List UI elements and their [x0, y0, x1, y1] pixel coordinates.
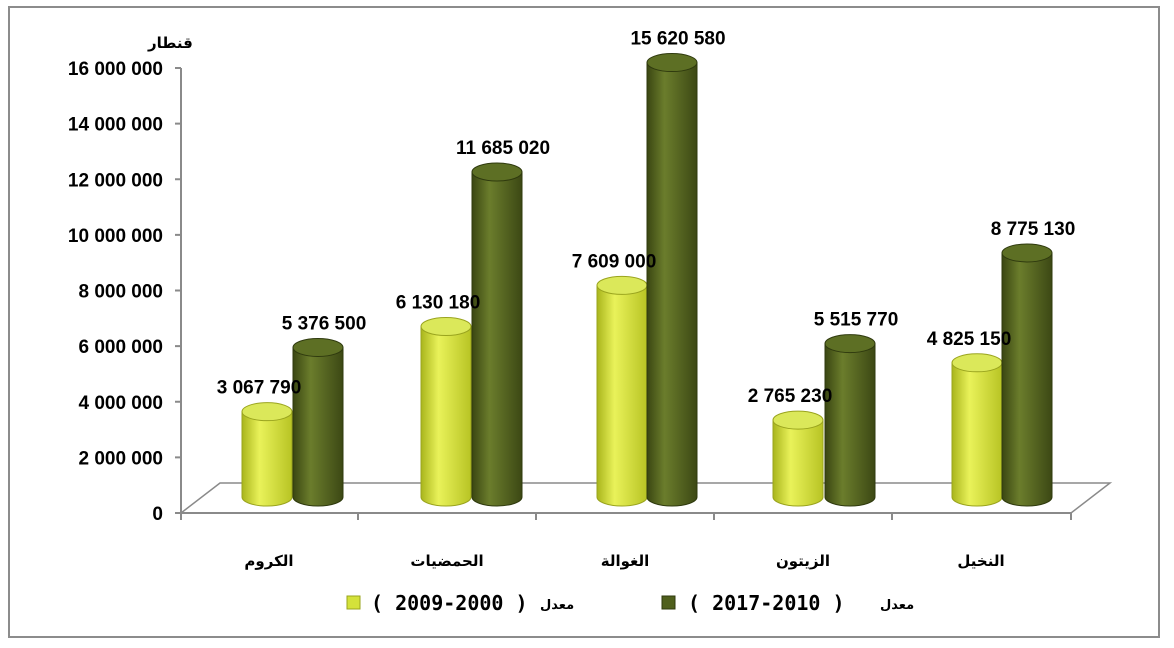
bar-body — [951, 362, 1003, 507]
y-tick-label: 14 000 000 — [68, 115, 163, 136]
data-label: 11 685 020 — [456, 138, 550, 159]
legend-label: ( 2017-2010 ) — [688, 591, 845, 615]
bar-top — [646, 53, 698, 73]
data-label: 8 775 130 — [991, 219, 1076, 240]
data-label: 4 825 150 — [927, 329, 1012, 350]
bar-series1-1 — [420, 317, 472, 507]
bar-body — [241, 411, 293, 507]
y-tick-label: 6 000 000 — [78, 337, 163, 358]
bar-series2-1 — [471, 162, 523, 507]
y-tick-label: 12 000 000 — [68, 170, 163, 191]
bar-body — [646, 62, 698, 507]
data-label: 5 376 500 — [282, 313, 367, 334]
bar-top — [1001, 243, 1053, 263]
bar-series2-3 — [824, 334, 876, 507]
bar-top — [471, 162, 523, 182]
category-label: النخيل — [957, 552, 1004, 570]
bar-body — [596, 284, 648, 507]
legend-swatch — [346, 595, 361, 610]
legend: ( 2009-2000 ) معدل ( 2017-2010 ) معدل — [346, 591, 914, 615]
bar-series1-0 — [241, 402, 293, 507]
y-tick-label: 0 — [152, 504, 163, 525]
data-label: 2 765 230 — [748, 386, 833, 407]
legend-prefix: معدل — [540, 598, 574, 613]
data-label: 6 130 180 — [396, 293, 481, 314]
legend-item-1: ( 2009-2000 ) معدل — [346, 591, 574, 615]
y-tick-label: 4 000 000 — [78, 393, 163, 414]
legend-item-2: ( 2017-2010 ) معدل — [661, 591, 914, 615]
category-label: الزيتون — [776, 552, 830, 570]
legend-prefix: معدل — [880, 598, 914, 613]
bar-top — [241, 402, 293, 422]
bar-top — [596, 275, 648, 295]
bar-body — [292, 346, 344, 507]
bar-body — [1001, 252, 1053, 507]
y-axis-unit: قنطار — [147, 34, 193, 52]
bar-series2-0 — [292, 337, 344, 507]
bar-body — [824, 343, 876, 507]
bar-top — [772, 410, 824, 430]
bar-top — [292, 337, 344, 357]
bars: 3 067 790 5 376 500 6 130 180 11 685 020 7 6… — [217, 29, 1076, 507]
data-label: 5 515 770 — [814, 310, 899, 331]
category-label: الحمضيات — [410, 552, 483, 570]
chart-frame — [8, 6, 1160, 638]
category-labels: الكروم الحمضيات الغوالة الزيتون النخيل — [244, 552, 1004, 570]
data-label: 15 620 580 — [630, 29, 725, 50]
bar-body — [471, 171, 523, 507]
legend-swatch — [661, 595, 676, 610]
bar-body — [420, 326, 472, 507]
bar-series1-3 — [772, 410, 824, 507]
bar-series2-4 — [1001, 243, 1053, 507]
y-tick-label: 16 000 000 — [68, 59, 163, 80]
bar-series2-2 — [646, 53, 698, 507]
data-label: 3 067 790 — [217, 378, 302, 399]
y-axis: 0 2 000 000 4 000 000 6 000 000 8 000 000 10 … — [68, 59, 182, 525]
bar-top — [420, 317, 472, 337]
data-label: 7 609 000 — [572, 251, 657, 272]
bar-series1-4 — [951, 353, 1003, 507]
bar-series1-2 — [596, 275, 648, 507]
category-label: الكروم — [244, 552, 293, 570]
bar-body — [772, 419, 824, 507]
y-tick-label: 8 000 000 — [78, 282, 163, 303]
y-tick-label: 10 000 000 — [68, 226, 163, 247]
category-label: الغوالة — [601, 552, 650, 570]
bar-top — [824, 334, 876, 354]
y-tick-label: 2 000 000 — [78, 448, 163, 469]
legend-label: ( 2009-2000 ) — [371, 591, 528, 615]
bar-top — [951, 353, 1003, 373]
